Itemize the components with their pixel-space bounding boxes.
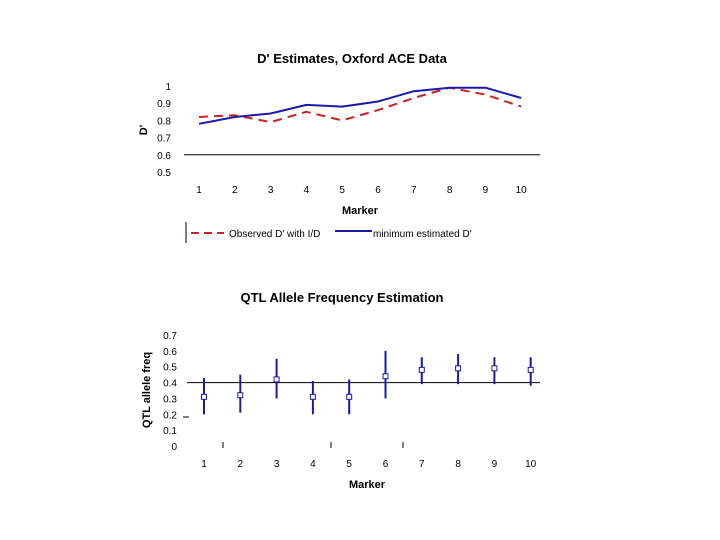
errorbar-point bbox=[201, 393, 207, 400]
errorbar-point bbox=[418, 366, 425, 373]
chart2-x-tick-label: 7 bbox=[419, 459, 425, 470]
legend-label-observed: Observed D' with I/D bbox=[229, 229, 320, 240]
chart2-x-tick-label: 4 bbox=[310, 459, 316, 470]
chart1-x-tick-label: 8 bbox=[447, 185, 453, 196]
chart2-title: QTL Allele Frequency Estimation bbox=[241, 290, 444, 305]
chart2-y-tick-label: 0.1 bbox=[163, 426, 177, 437]
series-line-minimum bbox=[198, 86, 522, 125]
chart1-series-group bbox=[198, 86, 522, 125]
chart1-y-tick-label: 0.6 bbox=[157, 151, 171, 162]
errorbar-point bbox=[491, 365, 498, 372]
chart2-x-axis-label: Marker bbox=[349, 479, 386, 491]
chart1-x-tick-label: 2 bbox=[232, 185, 238, 196]
chart1-y-tick-label: 1 bbox=[165, 82, 171, 93]
qtl-allele-chart: QTL Allele Frequency Estimation Marker Q… bbox=[141, 290, 540, 491]
chart1-x-tick-label: 6 bbox=[375, 185, 381, 196]
chart2-y-axis-label: QTL allele freq bbox=[141, 352, 153, 428]
chart2-x-tick-label: 2 bbox=[238, 459, 244, 470]
chart1-y-axis-label: D' bbox=[138, 124, 150, 135]
chart2-x-tick-label: 8 bbox=[455, 459, 461, 470]
chart1-x-tick-label: 10 bbox=[516, 185, 528, 196]
chart2-x-tick-label: 5 bbox=[346, 459, 352, 470]
chart1-y-tick-label: 0.8 bbox=[157, 116, 171, 127]
chart2-y-tick-label: 0.3 bbox=[163, 394, 177, 405]
chart1-x-tick-label: 4 bbox=[304, 185, 310, 196]
chart2-x-tick-label: 6 bbox=[383, 459, 389, 470]
chart2-x-ticks: 1 2 3 4 5 6 7 8 9 10 bbox=[201, 459, 536, 470]
chart2-y-tick-label: 0.4 bbox=[163, 379, 177, 390]
chart1-x-tick-label: 1 bbox=[196, 185, 202, 196]
errorbar-point bbox=[527, 366, 534, 373]
errorbar-point bbox=[273, 376, 280, 383]
chart1-x-axis-label: Marker bbox=[342, 205, 379, 217]
chart2-y-tick-label: 0.5 bbox=[163, 363, 177, 374]
chart1-y-tick-label: 0.7 bbox=[157, 134, 171, 145]
errorbar-point bbox=[455, 365, 462, 372]
errorbar-point bbox=[237, 392, 244, 399]
series-line-observed bbox=[198, 86, 522, 124]
chart2-x-tick-label: 3 bbox=[274, 459, 280, 470]
chart1-y-tick-label: 0.5 bbox=[157, 168, 171, 179]
chart1-x-tick-label: 3 bbox=[268, 185, 274, 196]
chart1-y-tick-label: 0.9 bbox=[157, 99, 171, 110]
chart2-y-tick-label: 0.6 bbox=[163, 347, 177, 358]
chart1-title: D' Estimates, Oxford ACE Data bbox=[257, 51, 447, 66]
errorbar-point bbox=[346, 393, 353, 400]
chart2-x-tick-label: 1 bbox=[201, 459, 207, 470]
chart1-x-tick-label: 5 bbox=[339, 185, 345, 196]
errorbar-point bbox=[309, 393, 316, 400]
chart1-x-tick-label: 7 bbox=[411, 185, 417, 196]
chart2-y-ticks: 0.7 0.6 0.5 0.4 0.3 0.2 0.1 0 bbox=[163, 331, 177, 453]
chart1-legend: Observed D' with I/D minimum estimated D… bbox=[185, 222, 472, 243]
chart2-x-tick-label: 10 bbox=[525, 459, 537, 470]
d-prime-chart: D' Estimates, Oxford ACE Data Marker D' … bbox=[138, 51, 540, 243]
legend-label-minimum: minimum estimated D' bbox=[373, 229, 472, 240]
chart1-x-tick-label: 9 bbox=[483, 185, 489, 196]
errorbar-point bbox=[382, 373, 389, 380]
chart2-x-tick-label: 9 bbox=[492, 459, 498, 470]
chart2-y-tick-label: 0.7 bbox=[163, 331, 177, 342]
chart2-y-tick-label: 0 bbox=[171, 442, 177, 453]
chart2-y-tick-label: 0.2 bbox=[163, 410, 177, 421]
chart1-y-ticks: 1 0.9 0.8 0.7 0.6 0.5 bbox=[157, 82, 171, 179]
chart2-errorbars-group bbox=[201, 350, 534, 415]
chart1-x-ticks: 1 2 3 4 5 6 7 8 9 10 bbox=[196, 185, 527, 196]
